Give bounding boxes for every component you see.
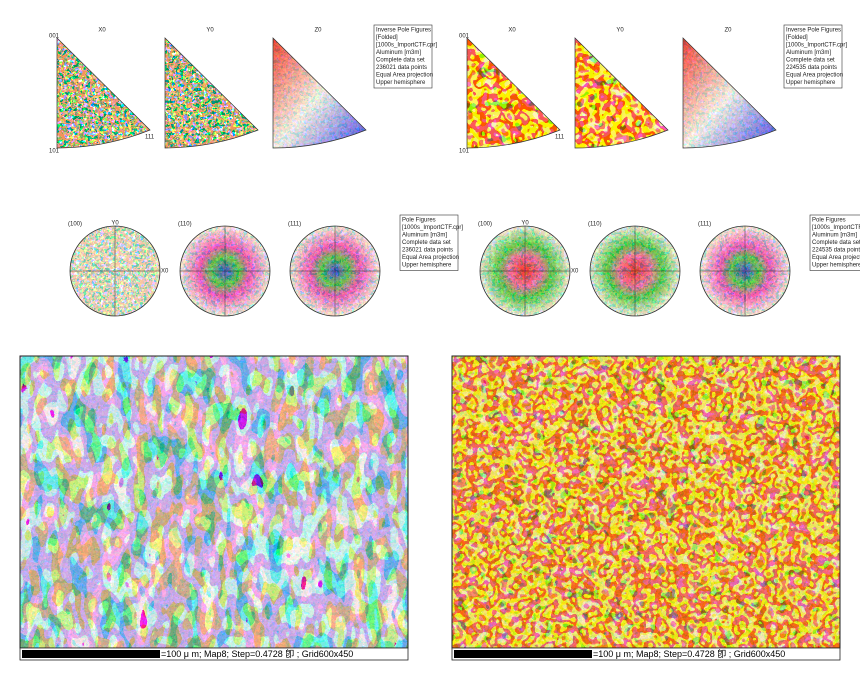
- legend-box: [399, 214, 459, 271]
- ipf-triangle: [467, 38, 560, 148]
- ipf-outline: [574, 37, 669, 149]
- legend-line: Equal Area projection: [376, 73, 433, 79]
- ipf-corner: 101: [49, 149, 60, 155]
- ipf-triangle: [575, 38, 668, 148]
- legend-line: Upper hemisphere: [402, 263, 452, 269]
- legend-line: Complete data set: [402, 240, 451, 246]
- pf-axis-label: Y0: [111, 221, 119, 227]
- legend-line: Pole Figures: [402, 218, 436, 224]
- scale-bar: [22, 650, 160, 658]
- ipf-noise: [683, 38, 776, 148]
- legend-line: Equal Area projection: [786, 73, 843, 79]
- legend-line: 236021 data points: [402, 248, 453, 254]
- legend-line: Equal Area projection: [402, 255, 459, 261]
- ipf-triangle: [683, 38, 776, 148]
- ipf-corner: 111: [555, 135, 565, 141]
- legend-line: Inverse Pole Figures: [376, 28, 431, 34]
- pf-axis-label: Y0: [521, 221, 529, 227]
- legend-line: [1000s_ImportCTF.cpr]: [812, 225, 860, 231]
- ipf-outline: [272, 37, 367, 149]
- legend-line: Upper hemisphere: [812, 263, 860, 269]
- legend-line: Complete data set: [376, 58, 425, 64]
- map-grain-overlay: [452, 356, 840, 648]
- ipf-noise: [165, 38, 258, 148]
- scale-bar: [454, 650, 592, 658]
- legend-line: Equal Area projection: [812, 255, 860, 261]
- legend-box: [783, 24, 843, 89]
- ipf-corner: 001: [49, 34, 60, 40]
- pf-label: (100): [68, 222, 82, 228]
- legend-line: [1000s_ImportCTF.cpr]: [786, 43, 847, 49]
- pf-label: (110): [178, 222, 192, 228]
- ipf-noise: [273, 38, 366, 148]
- legend-line: [Folded]: [376, 35, 398, 41]
- legend-line: Complete data set: [786, 58, 835, 64]
- ipf-axis-label: Y0: [206, 28, 214, 34]
- ipf-corner: 001: [459, 34, 470, 40]
- pf-label: (100): [478, 222, 492, 228]
- legend-line: Upper hemisphere: [786, 80, 836, 86]
- legend-line: Inverse Pole Figures: [786, 28, 841, 34]
- ipf-corner: 111: [145, 135, 155, 141]
- ipf-triangle: [273, 38, 366, 148]
- pf-axis-label: X0: [571, 269, 579, 275]
- ipf-axis-label: X0: [98, 28, 106, 34]
- ipf-axis-label: Z0: [314, 28, 322, 34]
- ipf-noise: [575, 38, 668, 148]
- ipf-triangle: [165, 38, 258, 148]
- ipf-axis-label: X0: [508, 28, 516, 34]
- legend-line: Aluminum [m3m]: [812, 233, 857, 239]
- scale-text: =100 μ m; Map8; Step=0.4728 卽 ; Grid600x…: [161, 648, 353, 659]
- ipf-outline: [56, 37, 151, 149]
- pf-axis-label: X0: [161, 269, 169, 275]
- ipf-axis-label: Y0: [616, 28, 624, 34]
- legend-line: 236021 data points: [376, 65, 427, 71]
- scale-text: =100 μ m; Map8; Step=0.4728 卽 ; Grid600x…: [593, 648, 785, 659]
- pf-label: (111): [698, 222, 711, 228]
- pf-label: (110): [588, 222, 602, 228]
- legend-line: Complete data set: [812, 240, 860, 246]
- ipf-noise: [467, 38, 560, 148]
- legend-line: [1000s_ImportCTF.cpr]: [376, 43, 437, 49]
- legend-line: Upper hemisphere: [376, 80, 426, 86]
- ipf-noise: [57, 38, 150, 148]
- legend-box: [809, 214, 860, 271]
- legend-line: [1000s_ImportCTF.cpr]: [402, 225, 463, 231]
- ipf-outline: [682, 37, 777, 149]
- legend-line: Aluminum [m3m]: [786, 50, 831, 56]
- legend-line: Aluminum [m3m]: [376, 50, 421, 56]
- ipf-axis-label: Z0: [724, 28, 732, 34]
- legend-line: 224535 data points: [786, 65, 837, 71]
- map-grain-overlay: [20, 356, 408, 648]
- legend-box: [373, 24, 433, 89]
- ipf-corner: 101: [459, 149, 470, 155]
- ipf-outline: [466, 37, 561, 149]
- legend-line: [Folded]: [786, 35, 808, 41]
- pf-label: (111): [288, 222, 301, 228]
- legend-line: Pole Figures: [812, 218, 846, 224]
- ipf-triangle: [57, 38, 150, 148]
- legend-line: Aluminum [m3m]: [402, 233, 447, 239]
- legend-line: 224535 data points: [812, 248, 860, 254]
- ipf-outline: [164, 37, 259, 149]
